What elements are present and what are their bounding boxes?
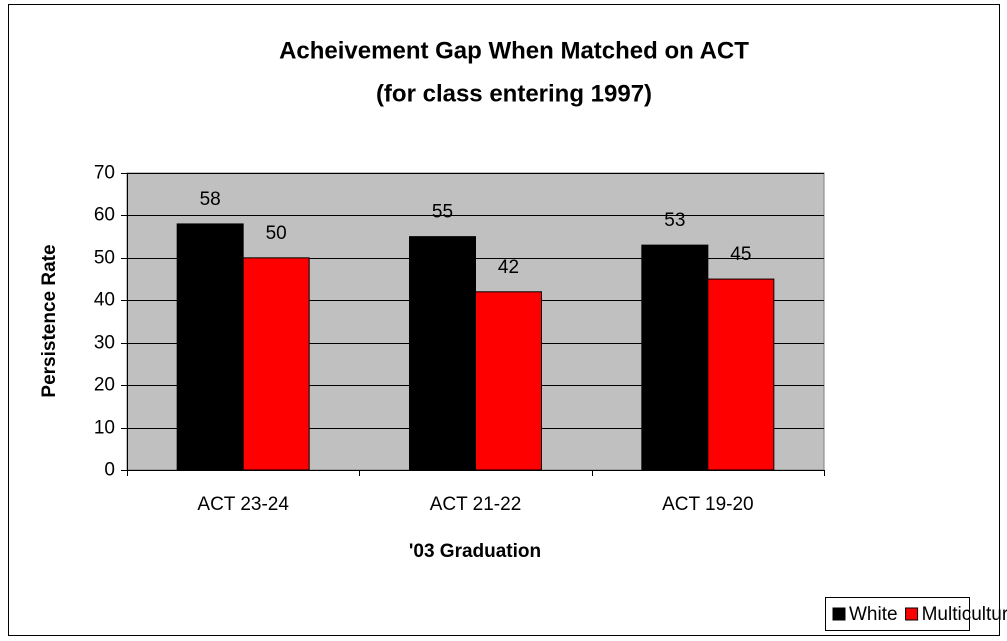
- legend-swatch: [832, 607, 846, 621]
- x-tick-label: ACT 19-20: [662, 494, 754, 515]
- y-axis-label: Persistence Rate: [39, 244, 60, 397]
- bar: [176, 223, 244, 471]
- y-tick-label: 40: [94, 290, 115, 311]
- x-tick-label: ACT 23-24: [197, 494, 289, 515]
- bar: [409, 236, 476, 471]
- value-label: 58: [200, 189, 221, 210]
- bar: [242, 257, 310, 471]
- y-tick-label: 60: [94, 205, 115, 226]
- value-label: 50: [266, 223, 287, 244]
- legend-box: [825, 597, 970, 631]
- bar: [641, 244, 709, 471]
- chart-subtitle: (for class entering 1997): [376, 80, 652, 107]
- legend-label: Multicultural: [922, 604, 1007, 625]
- y-tick-label: 30: [94, 333, 115, 354]
- value-label: 42: [498, 257, 519, 278]
- y-tick-label: 10: [94, 418, 115, 439]
- value-label: 55: [432, 202, 453, 223]
- x-tick-label: ACT 21-22: [430, 494, 522, 515]
- y-tick-label: 0: [104, 460, 115, 481]
- y-tick-label: 20: [94, 375, 115, 396]
- legend: White Multicultural: [825, 597, 1007, 631]
- y-tick-label: 50: [94, 248, 115, 269]
- value-label: 45: [730, 244, 751, 265]
- legend-swatch: [905, 607, 919, 621]
- x-axis-label: '03 Graduation: [409, 541, 541, 562]
- chart-title: Acheivement Gap When Matched on ACT: [279, 37, 749, 64]
- bar: [475, 291, 542, 471]
- legend-label: White: [849, 604, 898, 625]
- bar: [707, 278, 775, 471]
- y-tick-label: 70: [94, 163, 115, 184]
- value-label: 53: [664, 210, 685, 231]
